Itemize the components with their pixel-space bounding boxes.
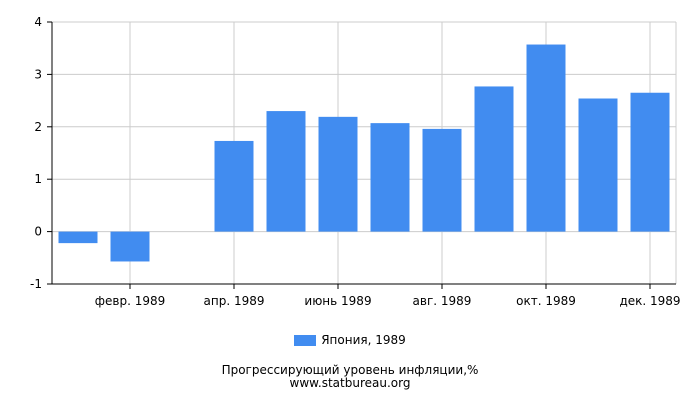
bar [474, 86, 514, 232]
x-axis-ticks: февр. 1989 апр. 1989 июнь 1989 авг. 1989 окт… [95, 284, 681, 308]
x-tick-label: февр. 1989 [95, 294, 166, 308]
bar [318, 116, 358, 232]
bar [578, 98, 618, 232]
chart-caption-title: Прогрессирующий уровень инфляции,% [221, 363, 479, 377]
chart-caption-site: www.statbureau.org [289, 376, 411, 390]
legend-label: Япония, 1989 [321, 333, 406, 347]
y-tick-label: 0 [34, 225, 42, 239]
y-tick-label: 1 [34, 172, 42, 186]
bar [630, 92, 670, 232]
x-tick-label: апр. 1989 [204, 294, 265, 308]
bar [422, 128, 462, 232]
bar [266, 111, 306, 232]
bar [526, 44, 566, 232]
y-tick-label: 3 [34, 67, 42, 81]
x-tick-label: июнь 1989 [304, 294, 371, 308]
y-axis-ticks: -1 0 1 2 3 4 [30, 15, 52, 291]
y-tick-label: 4 [34, 15, 42, 29]
x-tick-label: дек. 1989 [619, 294, 680, 308]
chart-bars [58, 44, 670, 262]
bar [58, 231, 98, 244]
y-tick-label: -1 [30, 277, 42, 291]
legend-swatch [294, 334, 317, 346]
bar [110, 231, 150, 262]
x-tick-label: авг. 1989 [413, 294, 472, 308]
chart-axes [51, 22, 676, 285]
y-tick-label: 2 [34, 120, 42, 134]
bar [370, 123, 410, 232]
inflation-chart: -1 0 1 2 3 4 февр. 1989 апр. 1989 июнь 1989 авг.… [30, 15, 681, 308]
x-tick-label: окт. 1989 [516, 294, 576, 308]
chart-legend: Япония, 1989 [0, 333, 700, 347]
bar [214, 140, 254, 232]
